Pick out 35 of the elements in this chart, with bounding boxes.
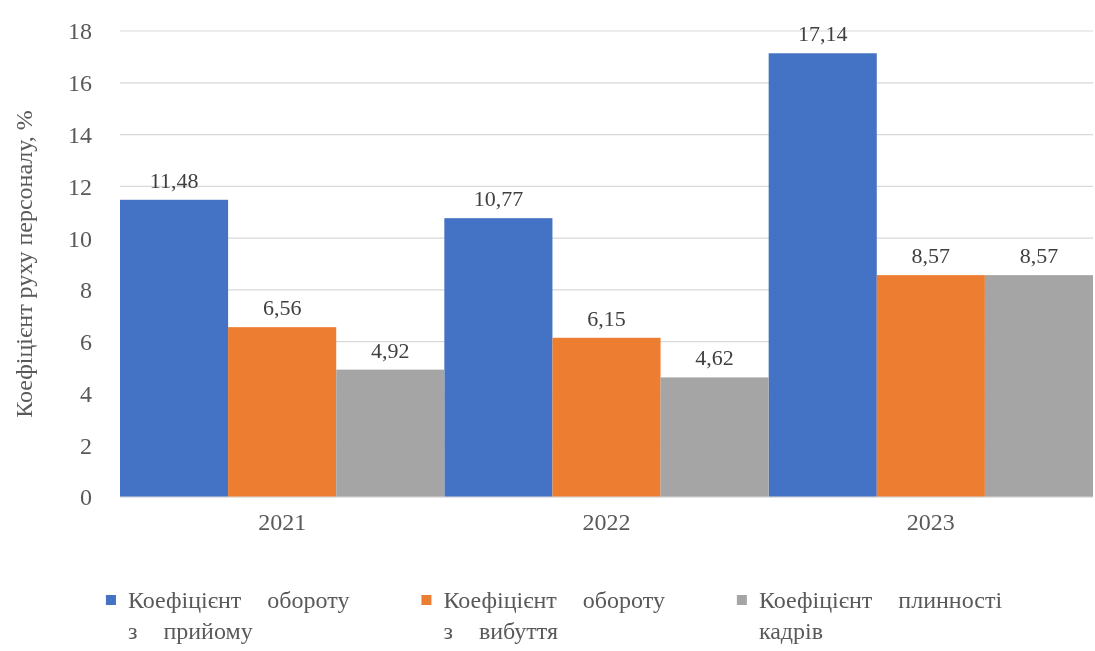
legend-label: Коефіцієнт обороту з прийому <box>127 587 350 644</box>
y-tick-label: 6 <box>80 329 92 356</box>
bar <box>984 275 1093 497</box>
bar <box>552 337 661 497</box>
legend-label: Коефіцієнт плинності кадрів <box>758 587 1003 644</box>
data-label: 17,14 <box>797 21 848 47</box>
y-tick-label: 2 <box>80 432 92 459</box>
bar <box>444 218 553 497</box>
data-label: 6,56 <box>262 295 302 321</box>
data-label: 11,48 <box>149 167 199 193</box>
y-tick-label: 16 <box>68 70 92 97</box>
bar <box>768 53 877 497</box>
data-label: 4,62 <box>695 345 734 371</box>
data-label: 6,15 <box>587 305 626 331</box>
y-tick-label: 14 <box>68 121 92 148</box>
data-label: 8,57 <box>1019 243 1059 269</box>
bar <box>228 327 337 497</box>
x-tick-label: 2023 <box>906 509 955 535</box>
legend-label: Коефіцієнт обороту з вибуття <box>443 587 665 644</box>
data-label: 8,57 <box>911 243 951 269</box>
bar <box>660 377 769 497</box>
x-tick-label: 2022 <box>582 509 631 535</box>
y-axis-title: Коефіцієнт руху персоналу, % <box>11 110 37 418</box>
y-tick-label: 8 <box>80 277 92 304</box>
bar <box>120 199 229 497</box>
y-tick-label: 18 <box>68 18 92 45</box>
data-label: 4,92 <box>371 337 410 363</box>
y-tick-label: 4 <box>80 380 92 407</box>
x-tick-label: 2021 <box>258 509 307 535</box>
bar <box>336 369 445 497</box>
data-label: 10,77 <box>473 186 524 212</box>
bar <box>876 275 985 497</box>
y-tick-label: 0 <box>80 484 92 511</box>
y-tick-label: 10 <box>68 225 92 252</box>
y-tick-label: 12 <box>68 173 92 200</box>
